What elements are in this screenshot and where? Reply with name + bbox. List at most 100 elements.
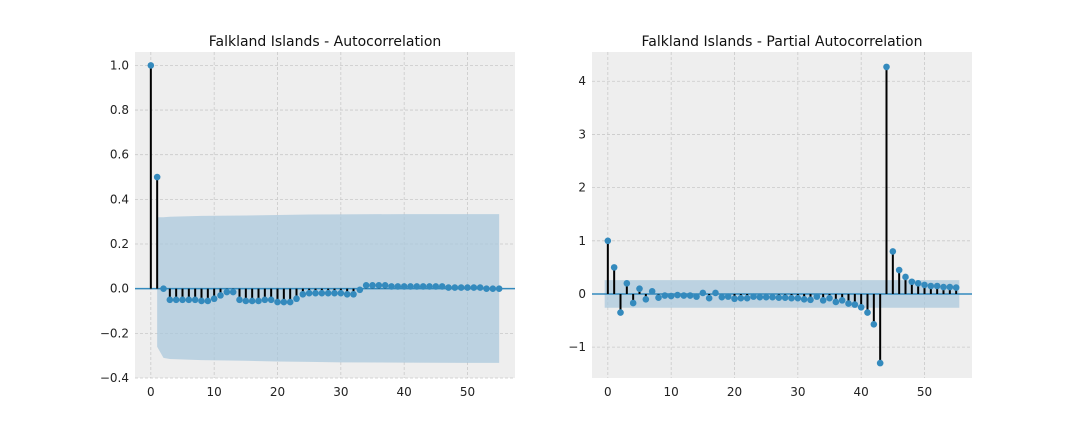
pacf-marker-lag-34: [819, 297, 827, 304]
pacf-marker-lag-42: [870, 320, 878, 328]
pacf-x-tick-50: 50: [917, 385, 932, 399]
pacf-marker-lag-22: [743, 294, 751, 302]
acf-marker-lag-37: [381, 282, 389, 289]
acf-marker-lag-41: [407, 283, 414, 290]
acf-marker-lag-14: [236, 296, 243, 304]
pacf-y-tick-2: 1: [578, 234, 586, 248]
acf-x-tick-30: 30: [333, 385, 348, 399]
acf-y-tick-0: −0.4: [100, 371, 129, 385]
acf-x-tick-labels: 0 10 20 30 40 50: [147, 385, 475, 399]
pacf-marker-lag-48: [908, 278, 916, 286]
acf-x-tick-10: 10: [207, 385, 222, 399]
acf-marker-lag-6: [185, 296, 193, 304]
acf-y-tick-labels: −0.4 −0.2 0.0 0.2 0.4 0.6 0.8 1.0: [100, 58, 129, 385]
pacf-marker-lag-33: [813, 293, 821, 300]
acf-marker-lag-16: [248, 297, 256, 305]
acf-marker-lag-23: [293, 295, 300, 303]
pacf-marker-lag-28: [781, 294, 789, 301]
pacf-marker-lag-1: [610, 264, 618, 271]
acf-marker-lag-10: [210, 295, 218, 303]
pacf-marker-lag-26: [769, 293, 776, 301]
pacf-marker-lag-32: [807, 296, 814, 304]
pacf-marker-lag-5: [636, 285, 643, 292]
pacf-marker-lag-54: [946, 283, 954, 291]
pacf-marker-lag-17: [712, 289, 719, 297]
acf-y-tick-2: 0.0: [110, 282, 129, 296]
acf-marker-lag-50: [464, 284, 471, 291]
pacf-marker-lag-31: [800, 295, 808, 303]
pacf-marker-lag-9: [661, 292, 669, 299]
acf-marker-lag-43: [419, 283, 427, 290]
pacf-marker-lag-53: [940, 283, 947, 291]
acf-marker-lag-4: [172, 296, 180, 304]
acf-marker-lag-40: [400, 283, 408, 290]
pacf-marker-lag-49: [914, 280, 922, 287]
acf-marker-lag-24: [299, 290, 307, 298]
acf-marker-lag-35: [369, 282, 376, 289]
pacf-marker-lag-36: [832, 298, 840, 306]
pacf-marker-lag-43: [876, 359, 884, 367]
pacf-marker-lag-24: [756, 293, 764, 301]
acf-marker-lag-27: [318, 289, 326, 297]
pacf-x-tick-10: 10: [664, 385, 679, 399]
acf-y-tick-7: 1.0: [110, 58, 129, 72]
acf-y-tick-4: 0.4: [110, 192, 129, 206]
acf-marker-lag-1: [153, 173, 161, 181]
acf-marker-lag-15: [242, 297, 250, 305]
pacf-marker-lag-52: [933, 282, 941, 290]
pacf-marker-lag-18: [718, 293, 726, 301]
acf-marker-lag-45: [432, 283, 440, 290]
pacf-marker-lag-50: [921, 281, 928, 289]
pacf-y-tick-1: 0: [578, 287, 586, 301]
pacf-marker-lag-10: [667, 292, 675, 300]
acf-marker-lag-29: [331, 289, 338, 297]
pacf-marker-lag-30: [794, 294, 802, 302]
acf-marker-lag-32: [350, 290, 357, 298]
acf-y-tick-5: 0.6: [110, 148, 129, 162]
pacf-marker-lag-15: [699, 289, 707, 297]
pacf-marker-lag-8: [655, 294, 662, 301]
pacf-marker-lag-39: [851, 301, 859, 308]
acf-y-tick-1: −0.2: [100, 326, 129, 340]
acf-marker-lag-38: [388, 283, 395, 290]
pacf-title: Falkland Islands - Partial Autocorrelati…: [642, 34, 923, 50]
acf-marker-lag-19: [267, 296, 275, 304]
acf-marker-lag-25: [305, 289, 313, 297]
pacf-y-tick-4: 3: [578, 127, 586, 141]
acf-marker-lag-53: [483, 285, 490, 292]
pacf-marker-lag-7: [648, 288, 656, 295]
pacf-y-tick-labels: −1 0 1 2 3 4: [568, 74, 586, 354]
pacf-marker-lag-3: [623, 280, 631, 287]
pacf-marker-lag-21: [737, 294, 745, 302]
pacf-marker-lag-16: [705, 294, 713, 302]
acf-marker-lag-54: [489, 285, 497, 292]
pacf-marker-lag-19: [724, 293, 732, 300]
acf-title: Falkland Islands - Autocorrelation: [209, 34, 442, 50]
pacf-marker-lag-29: [788, 294, 795, 302]
acf-markers: [147, 62, 503, 306]
pacf-marker-lag-23: [750, 293, 757, 300]
acf-marker-lag-0: [147, 62, 155, 69]
autocorrelation-plot: 0 10 20 30 40 50 −0.4 −0.2 0.0 0.2 0.4 0.6 0.8 1.0 F…: [100, 34, 515, 399]
acf-marker-lag-49: [457, 284, 465, 291]
pacf-y-tick-3: 2: [578, 181, 586, 195]
pacf-marker-lag-46: [895, 266, 903, 274]
acf-marker-lag-52: [476, 284, 484, 291]
acf-marker-lag-20: [274, 298, 281, 306]
acf-marker-lag-44: [426, 283, 433, 290]
pacf-marker-lag-37: [838, 297, 846, 304]
pacf-y-tick-5: 4: [578, 74, 586, 88]
acf-marker-lag-48: [451, 284, 459, 291]
pacf-marker-lag-45: [889, 248, 897, 255]
acf-marker-lag-36: [375, 282, 383, 289]
acf-marker-lag-39: [394, 283, 402, 290]
pacf-marker-lag-40: [857, 303, 865, 311]
partial-autocorrelation-plot: 0 10 20 30 40 50 −1 0 1 2 3 4 Falkland Islands - P…: [568, 34, 972, 399]
pacf-x-tick-labels: 0 10 20 30 40 50: [604, 385, 932, 399]
pacf-marker-lag-55: [952, 284, 960, 291]
acf-marker-lag-13: [229, 288, 237, 296]
acf-x-tick-50: 50: [460, 385, 475, 399]
pacf-marker-lag-44: [883, 63, 890, 71]
acf-marker-lag-55: [495, 285, 503, 292]
